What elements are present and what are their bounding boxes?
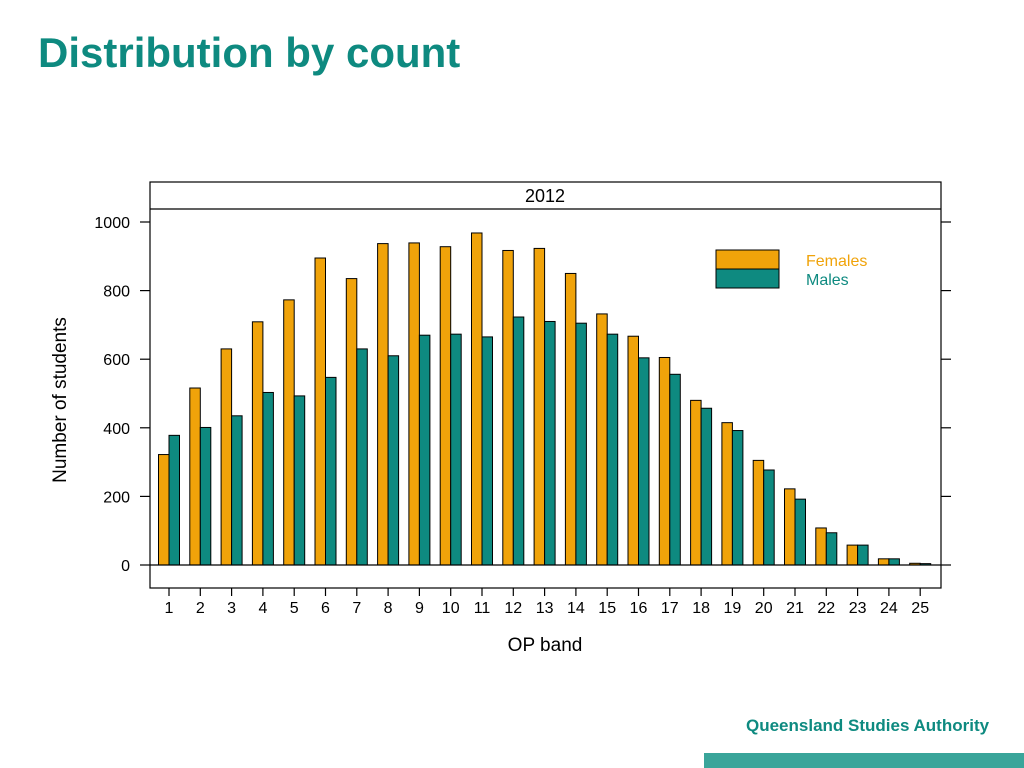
bar-males — [199, 426, 212, 566]
x-tick-label: 18 — [692, 600, 710, 617]
bar-males — [763, 469, 775, 566]
y-tick-label: 800 — [103, 284, 130, 301]
bar-females — [627, 335, 639, 566]
bar-females — [408, 242, 420, 566]
bar-females — [220, 348, 233, 566]
y-tick-label: 1000 — [94, 215, 130, 232]
x-tick-label: 19 — [724, 600, 742, 617]
bar-males — [418, 334, 431, 566]
bar-females — [752, 459, 765, 566]
bar-males — [700, 407, 713, 566]
bar-males — [794, 498, 806, 566]
bar-males — [544, 320, 556, 566]
bar-males — [356, 348, 368, 566]
bar-females — [877, 558, 890, 566]
bar-males — [293, 395, 306, 566]
x-axis-label: OP band — [508, 635, 583, 656]
legend-label: Females — [806, 253, 867, 270]
x-tick-label: 5 — [290, 600, 299, 617]
y-tick-label: 200 — [103, 489, 130, 506]
bar-females — [533, 247, 546, 566]
x-tick-label: 8 — [384, 600, 393, 617]
bar-females — [596, 313, 608, 566]
chart-title: 2012 — [525, 186, 565, 206]
bar-males — [481, 336, 493, 566]
x-tick-label: 3 — [227, 600, 236, 617]
x-tick-label: 14 — [567, 600, 585, 617]
bar-males — [387, 355, 400, 566]
legend-swatch — [715, 268, 780, 289]
bar-females — [815, 527, 827, 566]
legend-swatch — [715, 249, 780, 270]
x-tick-label: 16 — [630, 600, 648, 617]
x-tick-label: 12 — [504, 600, 522, 617]
footer-bar — [704, 753, 1024, 768]
chart-panel — [149, 181, 942, 589]
bar-females — [158, 454, 170, 566]
bar-females — [251, 321, 264, 566]
x-tick-label: 17 — [661, 600, 679, 617]
legend: Females Males — [715, 249, 867, 289]
bar-females — [314, 257, 326, 566]
bar-females — [846, 544, 859, 566]
bar-females — [439, 246, 452, 566]
x-tick-label: 21 — [786, 600, 804, 617]
x-tick-label: 13 — [536, 600, 554, 617]
logo: Queensland Studies Authority — [746, 716, 990, 735]
bar-females — [784, 488, 796, 566]
bar-males — [450, 333, 462, 566]
x-tick-label: 9 — [415, 600, 424, 617]
x-tick-label: 23 — [849, 600, 867, 617]
y-axis-label: Number of students — [50, 317, 71, 483]
y-axis: 0 200 400 600 800 1000 — [94, 215, 150, 575]
x-tick-label: 6 — [321, 600, 330, 617]
x-tick-label: 22 — [817, 600, 835, 617]
y-tick-label: 400 — [103, 421, 130, 438]
x-tick-label: 25 — [911, 600, 929, 617]
bar-males — [262, 391, 274, 566]
y-tick-label: 0 — [121, 558, 130, 575]
slide-title: Distribution by count — [38, 29, 461, 76]
bar-males — [731, 430, 744, 566]
bar-males — [669, 373, 681, 566]
y-tick-label: 600 — [103, 352, 130, 369]
bar-males — [231, 415, 243, 566]
bar-males — [638, 357, 650, 566]
x-tick-label: 20 — [755, 600, 773, 617]
bar-males — [857, 544, 869, 566]
x-tick-label: 7 — [352, 600, 361, 617]
bar-females — [345, 278, 358, 566]
bar-females — [189, 387, 201, 566]
bar-males — [606, 333, 619, 566]
bar-males — [325, 376, 337, 566]
bar-females — [690, 399, 702, 566]
x-tick-label: 11 — [474, 600, 491, 617]
bar-females — [471, 232, 483, 566]
x-tick-label: 4 — [258, 600, 267, 617]
right-ticks — [941, 221, 951, 566]
bar-males — [575, 322, 587, 566]
bar-males — [888, 558, 900, 566]
bar-males — [825, 532, 838, 566]
bar-females — [377, 243, 389, 566]
x-tick-label: 10 — [442, 600, 460, 617]
bar-males — [168, 434, 180, 566]
legend-label: Males — [806, 272, 849, 289]
x-tick-label: 24 — [880, 600, 898, 617]
bar-males — [512, 316, 525, 566]
x-tick-label: 2 — [196, 600, 205, 617]
bar-females — [283, 299, 295, 566]
x-axis: 1 2 3 4 5 6 7 8 9 10 11 12 13 14 15 16 17 18 19 20 21 22 23 24 2… — [165, 588, 929, 617]
bar-females — [658, 356, 671, 566]
bar-females — [564, 272, 577, 566]
bar-females — [721, 422, 733, 566]
bar-females — [502, 249, 514, 566]
x-tick-label: 1 — [165, 600, 174, 617]
x-tick-label: 15 — [598, 600, 616, 617]
bars — [150, 232, 941, 566]
